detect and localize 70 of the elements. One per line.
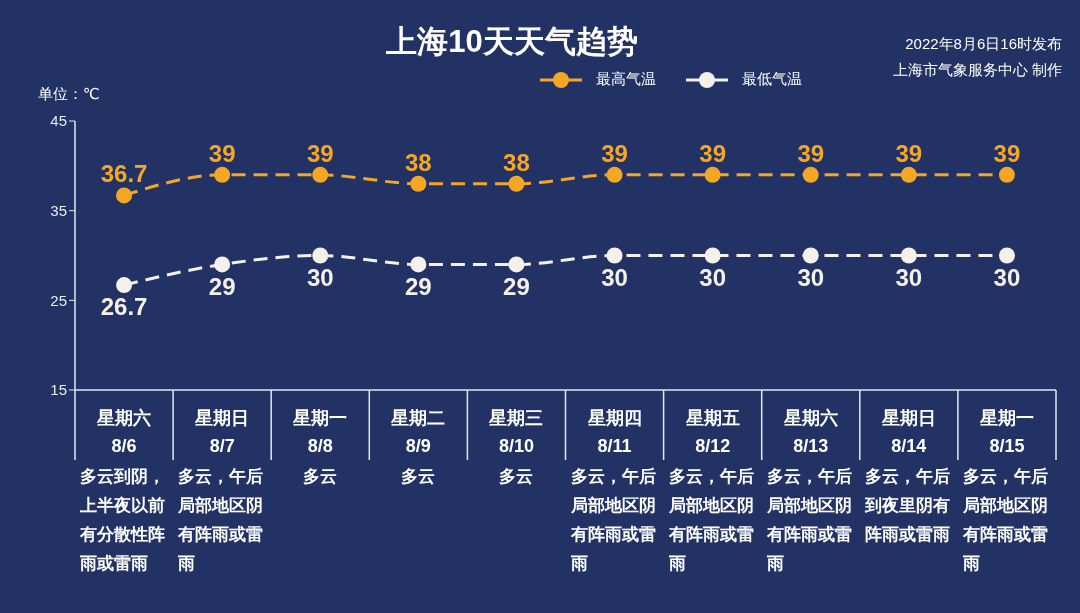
data-label: 30 [797,263,825,291]
text: 多云到阴，上半夜以前有分散性阵雨或雷雨 [80,466,167,575]
y-tick-label: 15 [50,381,67,399]
text: 多云，午后局部地区阴有阵雨或雷雨 [766,466,853,575]
data-label: 29 [405,272,432,300]
data-label: 38 [503,148,530,176]
x-tick-label: 星期一 8/15 [978,408,1034,456]
y-tick-label: 45 [50,112,67,130]
point [116,187,133,204]
point [214,166,231,183]
data-label: 30 [895,263,923,291]
x-tick-label: 星期二 8/9 [390,408,446,456]
text: 多云，午后局部地区阴有阵雨或雷雨 [178,466,265,575]
point [116,277,133,294]
data-label: 38 [405,148,432,176]
point [704,247,721,264]
point [998,247,1015,264]
y-axis-title: 单位：℃ [38,84,100,104]
x-tick-label: 星期日 8/7 [194,408,250,456]
data-label: 39 [797,139,825,167]
y-tick-label: 35 [50,201,67,219]
text: 多云 [303,466,338,488]
point [900,247,917,264]
x-tick-label: 星期一 8/8 [292,408,348,456]
text: 多云，午后局部地区阴有阵雨或雷雨 [570,466,657,575]
point [410,256,427,273]
x-tick-label: 星期六 8/13 [782,408,838,456]
point [312,166,329,183]
text: 多云 [499,466,534,488]
point [606,247,623,264]
data-label: 39 [895,139,923,167]
x-tick-label: 星期六 8/6 [96,408,152,456]
point [704,166,721,183]
data-label: 36.7 [100,160,148,188]
data-label: 30 [306,263,334,291]
point [508,175,525,192]
data-label: 39 [601,139,628,167]
x-tick-label: 星期四 8/11 [586,408,642,456]
text: 上海市气象服务中心 制作 [892,60,1062,80]
point [998,166,1015,183]
data-label: 39 [993,139,1021,167]
point [214,256,231,273]
chart-title: 上海10天天气趋势 [386,24,638,59]
data-label: 26.7 [100,293,148,321]
text: 多云，午后到夜里阴有阵雨或雷雨 [864,466,951,546]
data-label: 30 [993,263,1021,291]
text: 多云，午后局部地区阴有阵雨或雷雨 [962,466,1049,575]
x-tick-label: 星期日 8/14 [880,408,936,456]
point [900,166,917,183]
y-tick-label: 25 [50,291,67,309]
point [606,166,623,183]
text: 2022年8月6日16时发布 [905,34,1062,54]
text: 多云，午后局部地区阴有阵雨或雷雨 [668,466,755,575]
data-label: 30 [699,263,726,291]
point [508,256,525,273]
point [312,247,329,264]
data-label: 39 [306,139,334,167]
legend-label: 最低气温 [742,70,802,89]
data-label: 29 [503,272,530,300]
point [802,166,819,183]
data-label: 30 [601,263,628,291]
text: 多云 [401,466,436,488]
x-tick-label: 星期五 8/12 [684,408,740,456]
data-label: 39 [699,139,726,167]
legend-label: 最高气温 [596,70,656,89]
point [802,247,819,264]
data-label: 39 [208,139,236,167]
x-tick-label: 星期三 8/10 [488,408,544,456]
point [410,175,427,192]
data-label: 29 [208,272,236,300]
